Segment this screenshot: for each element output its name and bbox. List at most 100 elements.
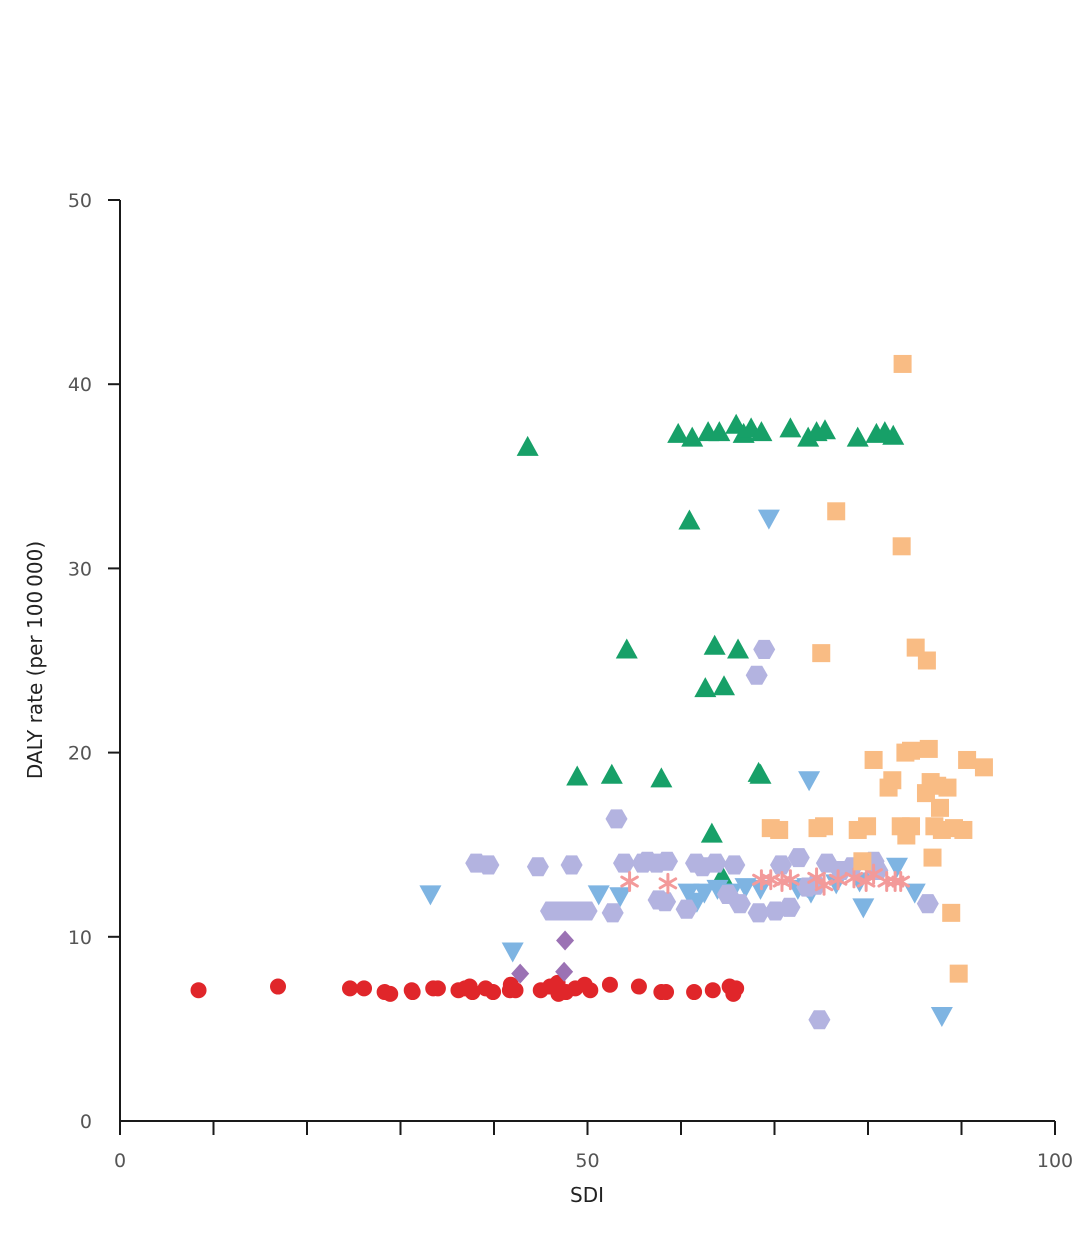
y-axis: 0 10 20 30 40 50 DALY rate (per 100 000): [23, 190, 121, 1133]
data-point-triangle-up: [813, 419, 836, 440]
x-tick-label: 0: [114, 1150, 126, 1172]
data-point-circle: [356, 980, 373, 997]
data-point-triangle-down: [885, 857, 908, 878]
data-point-circle: [404, 984, 421, 1001]
data-point-square: [954, 820, 973, 839]
data-point-hexagon: [770, 855, 792, 875]
data-point-triangle-up: [703, 634, 726, 655]
data-point-triangle-up: [708, 421, 731, 442]
data-point-square: [974, 758, 993, 777]
x-axis-title: SDI: [570, 1183, 604, 1207]
data-point-diamond: [511, 963, 530, 984]
data-point-hexagon: [778, 897, 801, 917]
data-point-hexagon: [753, 639, 776, 659]
data-point-hexagon: [728, 894, 751, 914]
data-point-square: [812, 644, 831, 663]
data-point-asterisk: [828, 869, 848, 891]
data-point-triangle-down: [501, 942, 524, 963]
data-point-hexagon: [605, 809, 628, 829]
data-point-square: [858, 817, 877, 836]
data-point-asterisk: [844, 867, 864, 889]
data-point-circle: [485, 984, 502, 1001]
data-point-triangle-down: [903, 883, 926, 904]
data-point-hexagon: [560, 855, 583, 875]
data-point-asterisk: [814, 874, 834, 896]
x-axis-ticks: 0 50 100: [114, 1121, 1073, 1172]
data-point-triangle-up: [681, 426, 704, 447]
data-point-hexagon: [808, 1010, 831, 1030]
data-point-triangle-up: [846, 426, 869, 447]
y-axis-title: DALY rate (per 100 000): [23, 541, 47, 779]
data-point-triangle-down: [609, 887, 632, 908]
data-point-square: [942, 903, 961, 922]
data-point-diamond: [556, 930, 575, 951]
data-point-triangle-down: [757, 509, 780, 530]
data-point-hexagon: [723, 855, 746, 875]
data-point-circle: [429, 980, 446, 997]
data-point-circle: [507, 982, 524, 999]
data-point-triangle-up: [713, 675, 736, 696]
y-tick-label: 40: [68, 374, 92, 396]
x-tick-label: 50: [575, 1150, 599, 1172]
data-point-square: [919, 739, 938, 758]
data-point-triangle-down: [693, 883, 716, 904]
data-point-triangle-up: [747, 761, 770, 782]
data-point-triangle-up: [516, 435, 539, 456]
data-point-hexagon: [656, 851, 678, 871]
data-point-triangle-up: [882, 424, 905, 445]
data-point-hexagon: [613, 853, 635, 873]
data-point-triangle-down: [930, 1007, 953, 1028]
data-point-square: [827, 502, 846, 521]
data-point-triangle-up: [727, 638, 750, 659]
data-point-diamond: [555, 961, 574, 982]
data-point-hexagon: [704, 853, 727, 873]
data-point-square: [815, 817, 834, 836]
data-point-triangle-down: [419, 885, 442, 906]
data-point-square: [949, 964, 968, 983]
data-point-triangle-up: [700, 822, 723, 843]
data-point-square: [902, 817, 921, 836]
data-point-asterisk: [856, 871, 876, 893]
data-point-circle: [582, 982, 599, 999]
data-point-square: [930, 798, 949, 817]
data-point-circle: [601, 976, 618, 993]
data-point-circle: [725, 985, 742, 1002]
data-point-square: [892, 537, 911, 556]
x-tick-label: 100: [1037, 1150, 1073, 1172]
data-point-triangle-up: [750, 421, 773, 442]
y-axis-ticks: 0 10 20 30 40 50: [68, 190, 120, 1133]
data-point-triangle-up: [615, 638, 638, 659]
data-point-triangle-down: [587, 885, 610, 906]
data-point-hexagon: [654, 892, 677, 912]
data-point-triangle-up: [694, 677, 717, 698]
data-point-square: [902, 741, 921, 760]
data-point-circle: [658, 984, 675, 1001]
data-point-square: [893, 354, 912, 373]
data-points: [190, 354, 993, 1030]
data-point-asterisk: [658, 872, 678, 894]
data-point-circle: [630, 978, 647, 995]
data-point-circle: [704, 982, 721, 999]
data-point-square: [923, 848, 942, 867]
y-tick-label: 0: [80, 1111, 92, 1133]
data-point-hexagon: [675, 899, 698, 919]
data-point-triangle-up: [600, 763, 623, 784]
data-point-triangle-down: [852, 898, 875, 919]
data-point-hexagon: [747, 903, 770, 923]
data-point-square: [864, 750, 883, 769]
data-point-circle: [270, 978, 287, 995]
y-tick-label: 30: [68, 558, 92, 580]
data-point-hexagon: [575, 901, 598, 921]
data-point-triangle-up: [667, 422, 690, 443]
data-point-asterisk: [781, 869, 800, 891]
y-tick-label: 10: [68, 927, 92, 949]
data-point-hexagon: [916, 894, 939, 914]
data-point-circle: [382, 985, 399, 1002]
data-point-square: [883, 771, 902, 790]
data-point-triangle-up: [779, 417, 802, 438]
data-point-asterisk: [891, 871, 911, 893]
data-point-square: [917, 651, 936, 670]
y-tick-label: 50: [68, 190, 92, 212]
y-tick-label: 20: [68, 743, 92, 765]
